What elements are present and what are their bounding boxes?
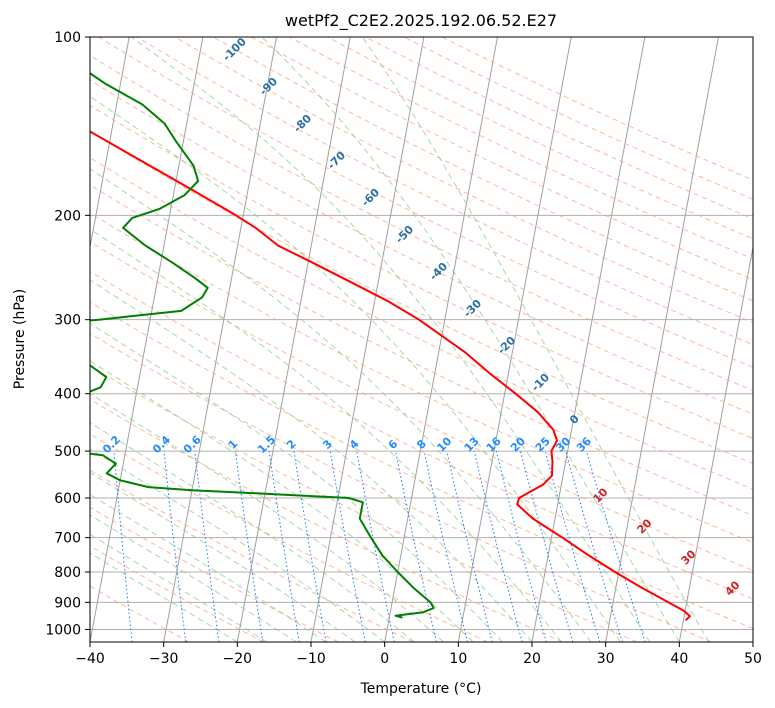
profile-lines	[90, 72, 691, 622]
dry-adiabat-line	[90, 241, 753, 571]
dewpoint-profile-line	[90, 452, 435, 619]
dry-adiabat-line	[136, 37, 753, 346]
dry-adiabat-line	[90, 157, 753, 490]
moist-adiabat-line	[90, 168, 592, 642]
dry-adiabat-line	[90, 365, 638, 642]
mixing-ratio-line	[446, 450, 493, 642]
dry-adiabat-line	[90, 301, 753, 630]
isotherm-line	[605, 37, 719, 642]
dry-adiabat-line	[90, 54, 753, 392]
y-tick-label: 400	[54, 387, 81, 403]
x-tick-label: 40	[670, 651, 688, 667]
mixing-ratio-line	[113, 451, 133, 642]
moist-adiabat-line	[131, 37, 651, 642]
isotherm-line	[90, 37, 130, 250]
moist-adiabat-line	[90, 95, 621, 642]
mixing-ratio-line	[586, 450, 646, 642]
mixing-ratio-line	[329, 451, 366, 642]
y-tick-label: 500	[54, 444, 81, 460]
x-tick-label: −30	[149, 651, 179, 667]
y-tick-label: 800	[54, 565, 81, 581]
isotherm-line	[236, 37, 351, 642]
mixing-ratio-line	[565, 450, 623, 642]
x-tick-label: 20	[523, 651, 541, 667]
isotherm-line	[310, 37, 425, 642]
isotherm-line	[163, 37, 277, 642]
x-axis-ticks: −40 −30 −20 −10 0 10 20 30 40 50	[75, 642, 762, 667]
y-tick-label: 700	[54, 531, 81, 547]
y-tick-label: 900	[54, 595, 81, 611]
moist-adiabat-line	[90, 471, 356, 642]
y-tick-label: 1000	[45, 622, 81, 638]
dry-adiabat-line	[90, 212, 753, 544]
moist-adiabat-line	[261, 37, 680, 642]
isotherm-line	[752, 639, 753, 642]
plot-frame	[89, 36, 754, 643]
moist-adiabat-line	[361, 37, 710, 642]
mixing-ratio-line	[473, 450, 523, 642]
y-tick-label: 200	[54, 208, 81, 224]
x-tick-label: −20	[223, 651, 253, 667]
moist-adiabat-line	[90, 533, 268, 642]
moist-adiabat-line	[90, 228, 562, 642]
mixing-ratio-line	[495, 450, 547, 642]
x-axis-label: Temperature (°C)	[360, 681, 482, 697]
dry-adiabat-line	[90, 104, 753, 440]
isotherm-line	[678, 244, 753, 642]
dry-adiabat-line	[90, 433, 488, 642]
mixing-ratio-line	[163, 451, 187, 642]
mixing-ratio-line	[194, 451, 220, 642]
background-lines	[90, 37, 753, 642]
moist-adiabat-line	[90, 552, 238, 642]
x-tick-label: 0	[380, 651, 389, 667]
x-tick-label: 50	[744, 651, 762, 667]
mixing-ratio-line	[356, 451, 395, 642]
x-tick-label: 10	[449, 651, 467, 667]
x-tick-label: 30	[597, 651, 615, 667]
moist-adiabat-line	[90, 393, 444, 642]
temperature-profile-line	[90, 130, 691, 622]
moist-adiabat-line	[90, 279, 533, 642]
mixing-ratio-line	[395, 451, 437, 642]
mixing-ratio-line	[544, 450, 601, 642]
y-tick-label: 300	[54, 313, 81, 329]
x-tick-label: −40	[75, 651, 105, 667]
y-axis-ticks: 100 200 300 400 500 600 700 800 900 1000	[45, 30, 90, 638]
dry-adiabat-line	[90, 398, 563, 642]
mixing-ratio-line	[423, 451, 468, 642]
plot-background	[90, 37, 753, 642]
dry-adiabat-line	[90, 270, 753, 600]
isotherm-line	[90, 37, 204, 642]
y-tick-label: 600	[54, 491, 81, 507]
x-tick-label: −10	[296, 651, 326, 667]
y-tick-label: 100	[54, 30, 81, 46]
y-axis-label: Pressure (hPa)	[12, 289, 28, 389]
mixing-ratio-line	[234, 451, 264, 642]
mixing-ratio-line	[520, 450, 574, 642]
moist-adiabat-line	[90, 322, 503, 642]
dewpoint-profile-line	[90, 72, 209, 393]
dry-adiabat-line	[90, 506, 339, 642]
moist-adiabat-line	[90, 448, 386, 642]
isotherm-line	[384, 37, 498, 642]
chart-title: wetPf2_C2E2.2025.192.06.52.E27	[285, 11, 557, 31]
